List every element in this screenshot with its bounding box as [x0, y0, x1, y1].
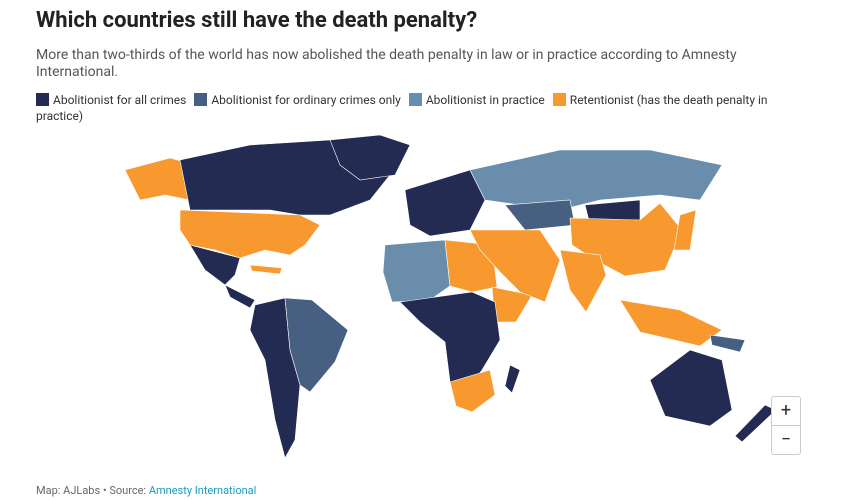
world-map: [124, 134, 777, 459]
legend-item: Abolitionist in practice: [408, 93, 545, 107]
region: [709, 334, 746, 353]
region: [449, 369, 496, 413]
title: Which countries still have the death pen…: [36, 8, 478, 33]
zoom-control: + −: [771, 396, 801, 455]
region: [504, 199, 576, 231]
legend-swatch: [194, 93, 208, 106]
legend-swatch: [36, 93, 49, 106]
region: [189, 244, 241, 286]
legend-label: Abolitionist for ordinary crimes only: [211, 93, 401, 107]
legend-swatch: [552, 93, 566, 106]
region: [404, 169, 486, 237]
legend-swatch: [408, 93, 422, 106]
credit: Map: AJLabs • Source:: [36, 484, 147, 497]
region: [559, 249, 607, 313]
legend-label: Retentionist (has the death penalty in p…: [36, 93, 768, 123]
region: [329, 134, 411, 181]
legend-item: Abolitionist for all crimes: [36, 93, 186, 107]
region: [284, 297, 349, 393]
region: [619, 299, 723, 347]
region: [179, 209, 321, 259]
region: [673, 209, 697, 251]
region: [249, 264, 283, 275]
region: [734, 404, 777, 443]
legend: Abolitionist for all crimes Abolitionist …: [36, 92, 796, 124]
zoom-in[interactable]: +: [780, 400, 792, 421]
legend-item: Abolitionist for ordinary crimes only: [194, 93, 401, 107]
region: [469, 229, 561, 303]
region: [649, 349, 733, 427]
legend-item: Retentionist (has the death penalty in p…: [36, 93, 768, 123]
footer: Map: AJLabs • Source: Amnesty Internatio…: [36, 484, 256, 497]
subtitle: More than two-thirds of the world has no…: [36, 47, 737, 80]
legend-label: Abolitionist for all crimes: [53, 93, 187, 107]
region: [382, 239, 451, 303]
legend-label: Abolitionist in practice: [425, 93, 545, 107]
region: [504, 364, 521, 394]
source-link[interactable]: Amnesty International: [148, 484, 257, 497]
zoom-out[interactable]: −: [772, 425, 800, 454]
region: [469, 149, 723, 211]
region: [224, 284, 256, 309]
